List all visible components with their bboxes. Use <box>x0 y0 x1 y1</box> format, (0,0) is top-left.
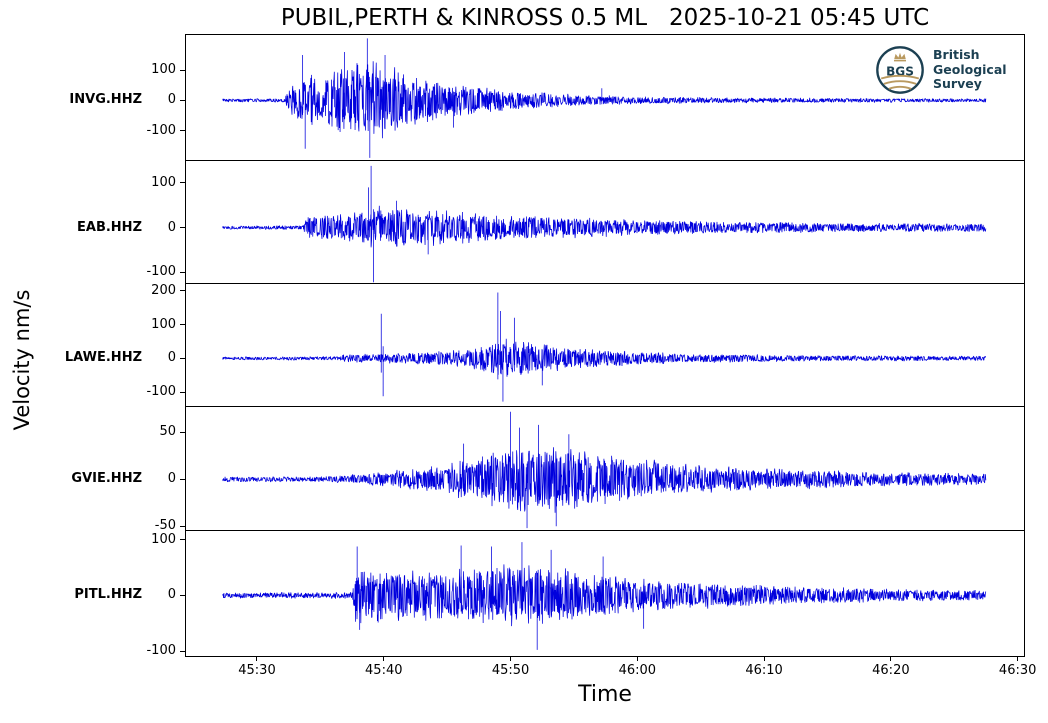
channel-label: GVIE.HHZ <box>71 471 142 487</box>
panel-lawe-hhz <box>185 283 1025 407</box>
y-tick <box>180 478 185 480</box>
x-tick-label: 46:10 <box>745 663 783 678</box>
x-tick <box>510 656 512 661</box>
y-tick-label: 100 <box>151 531 176 547</box>
figure-title: PUBIL,PERTH & KINROSS 0.5 ML 2025-10-21 … <box>280 5 930 31</box>
y-tick <box>180 594 185 596</box>
x-axis-label: Time <box>578 682 632 707</box>
y-tick-label: 0 <box>167 219 176 235</box>
x-tick <box>890 656 892 661</box>
logo-text-line: Geological <box>933 61 1007 77</box>
furrow-lines-icon <box>880 74 920 90</box>
y-tick-label: 100 <box>151 174 176 190</box>
y-tick <box>180 290 185 292</box>
x-tick-label: 45:30 <box>238 663 276 678</box>
y-tick <box>180 130 185 132</box>
y-tick-label: 200 <box>151 282 176 298</box>
y-tick-label: -100 <box>146 122 176 138</box>
channel-label: PITL.HHZ <box>74 587 142 603</box>
y-tick <box>180 182 185 184</box>
y-tick <box>180 69 185 71</box>
y-tick-label: 0 <box>167 587 176 603</box>
bgs-logo-mark: BGS <box>876 46 924 94</box>
y-tick-label: 100 <box>151 62 176 78</box>
y-tick <box>180 525 185 527</box>
y-tick <box>180 650 185 652</box>
x-tick-label: 46:30 <box>998 663 1037 678</box>
bgs-logo: BGS British Geological Survey <box>874 44 1007 96</box>
y-tick-label: -100 <box>146 384 176 400</box>
panel-invg-hhz <box>185 34 1025 161</box>
y-tick <box>180 539 185 541</box>
waveform-canvas <box>186 531 1024 656</box>
x-tick-label: 45:50 <box>491 663 530 678</box>
panel-eab-hhz <box>185 160 1025 284</box>
y-tick-label: 0 <box>167 350 176 366</box>
x-tick <box>636 656 638 661</box>
waveform-canvas <box>186 407 1024 530</box>
y-tick <box>180 271 185 273</box>
x-tick-label: 46:00 <box>618 663 657 678</box>
y-tick-label: 100 <box>151 316 176 332</box>
y-tick <box>180 99 185 101</box>
panel-gvie-hhz <box>185 406 1025 531</box>
x-tick <box>383 656 385 661</box>
logo-text-line: Survey <box>933 76 982 92</box>
crown-icon <box>893 52 907 62</box>
x-tick <box>1017 656 1019 661</box>
channel-label: INVG.HHZ <box>69 92 142 108</box>
channel-label: EAB.HHZ <box>77 219 142 235</box>
x-tick-label: 46:20 <box>872 663 910 678</box>
y-tick <box>180 357 185 359</box>
y-tick-label: -50 <box>154 518 176 534</box>
x-tick <box>256 656 258 661</box>
y-tick-label: -100 <box>146 264 176 280</box>
x-tick-label: 45:40 <box>365 663 403 678</box>
x-tick <box>763 656 765 661</box>
logo-text: British Geological Survey <box>933 48 1007 92</box>
channel-label: LAWE.HHZ <box>64 350 142 366</box>
panel-pitl-hhz <box>185 530 1025 657</box>
waveform-canvas <box>186 284 1024 406</box>
y-tick-label: 0 <box>167 92 176 108</box>
waveform-canvas <box>186 35 1024 160</box>
logo-circle <box>876 46 924 94</box>
logo-text-line: British <box>933 47 980 63</box>
y-tick-label: 50 <box>159 424 176 440</box>
logo-acronym: BGS <box>886 64 914 78</box>
waveform-canvas <box>186 161 1024 283</box>
y-tick <box>180 324 185 326</box>
y-tick <box>180 431 185 433</box>
y-tick-label: -100 <box>146 643 176 658</box>
y-tick <box>180 227 185 229</box>
y-tick <box>180 391 185 393</box>
y-tick-label: 0 <box>167 471 176 487</box>
